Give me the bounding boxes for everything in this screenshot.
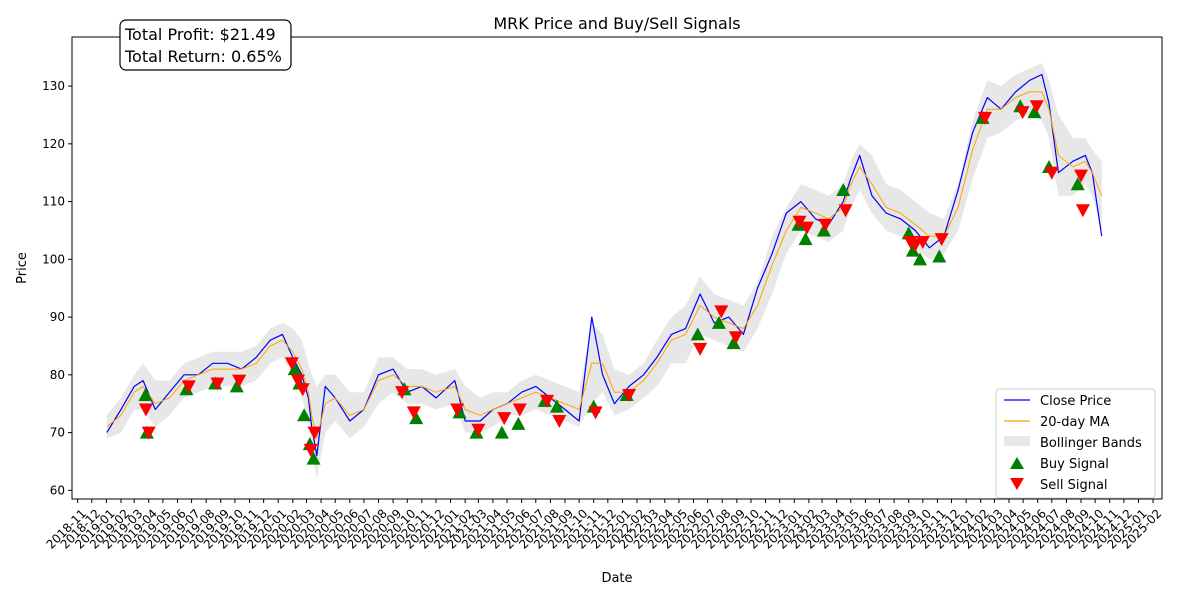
buy-signal-marker	[816, 223, 831, 237]
buy-signal-marker	[1070, 177, 1085, 191]
legend-label-buy-signal: Buy Signal	[1040, 457, 1109, 472]
buy-signal-marker	[229, 379, 244, 393]
sell-signal-marker	[977, 111, 992, 125]
sell-signal-marker	[1044, 166, 1059, 180]
buy-signal-marker	[726, 336, 741, 350]
y-tick-label: 120	[42, 137, 65, 151]
buy-signal-marker	[798, 232, 813, 246]
buy-signal-marker	[711, 315, 726, 329]
y-axis-label: Price	[15, 252, 30, 284]
sell-signal-marker	[295, 383, 310, 397]
total-profit-text: Total Profit: $21.49	[124, 25, 276, 44]
summary-box: Total Profit: $21.49 Total Return: 0.65%	[119, 19, 292, 71]
buy-signal-marker	[905, 243, 920, 257]
y-tick-label: 110	[42, 195, 65, 209]
legend-swatch-bollinger-bands	[1004, 436, 1030, 446]
sell-signal-marker	[799, 221, 814, 235]
buy-signal-marker	[409, 411, 424, 425]
sell-signal-marker	[210, 377, 225, 391]
sell-signal-marker	[307, 426, 322, 440]
sell-signal-marker	[303, 443, 318, 457]
bollinger-band-layer	[106, 63, 1102, 479]
sell-signal-marker	[291, 374, 306, 388]
x-axis-label: Date	[601, 571, 632, 586]
sell-signal-marker	[540, 394, 555, 408]
legend-swatch-sell-signal	[1010, 478, 1024, 490]
total-return-text: Total Return: 0.65%	[124, 47, 282, 66]
signal-marker-layer	[138, 99, 1090, 465]
summary-box-frame	[119, 19, 292, 71]
sell-signal-marker	[792, 215, 807, 229]
sell-signal-marker	[1015, 106, 1030, 120]
sell-signal-marker	[1029, 100, 1044, 114]
sell-signal-marker	[1075, 204, 1090, 218]
y-axis: 60 70 80 90 100 110 120 130	[42, 79, 72, 497]
buy-signal-marker	[511, 416, 526, 430]
buy-signal-marker	[836, 183, 851, 197]
x-axis: 2018-112018-122019-012019-022019-032019-…	[44, 499, 1164, 552]
buy-signal-marker	[932, 249, 947, 263]
sell-signal-marker	[714, 305, 729, 319]
legend-label-bollinger-bands: Bollinger Bands	[1040, 436, 1142, 451]
bollinger-band-area	[106, 63, 1102, 479]
sell-signal-marker	[588, 406, 603, 420]
sell-signal-marker	[284, 357, 299, 371]
sell-signal-marker	[908, 238, 923, 252]
y-tick-label: 90	[50, 310, 65, 324]
legend: Close Price 20-day MA Bollinger Bands Bu…	[995, 388, 1156, 499]
sell-signal-marker	[497, 412, 512, 426]
sell-signal-marker	[395, 386, 410, 400]
price-line-layer	[106, 73, 1103, 457]
sell-signal-marker	[138, 403, 153, 417]
buy-signal-marker	[912, 252, 927, 266]
y-tick-label: 70	[50, 426, 65, 440]
sell-signal-marker	[818, 218, 833, 232]
20-day-ma-line	[106, 91, 1103, 439]
plot-frame	[71, 36, 1163, 500]
buy-signal-marker	[306, 451, 321, 465]
legend-label-close-price: Close Price	[1040, 394, 1111, 409]
sell-signal-marker	[512, 403, 527, 417]
sell-signal-marker	[934, 233, 949, 247]
sell-signal-marker	[728, 331, 743, 345]
legend-frame	[995, 388, 1156, 499]
buy-signal-marker	[138, 388, 153, 402]
y-tick-label: 60	[50, 483, 65, 497]
sell-signal-marker	[406, 406, 421, 420]
sell-signal-marker	[1074, 169, 1089, 183]
sell-signal-marker	[622, 389, 637, 403]
y-tick-label: 130	[42, 79, 65, 93]
buy-signal-marker	[549, 399, 564, 413]
sell-signal-marker	[232, 374, 247, 388]
sell-signal-marker	[471, 423, 486, 437]
close-price-line	[106, 73, 1103, 457]
chart-title: MRK Price and Buy/Sell Signals	[493, 14, 740, 33]
sell-signal-marker	[450, 403, 465, 417]
sell-signal-marker	[552, 415, 567, 429]
legend-label-20-day-ma: 20-day MA	[1040, 415, 1109, 430]
legend-swatch-buy-signal	[1010, 457, 1024, 469]
buy-signal-marker	[297, 408, 312, 422]
legend-label-sell-signal: Sell Signal	[1040, 478, 1108, 493]
buy-signal-marker	[690, 327, 705, 341]
sell-signal-marker	[915, 236, 930, 250]
buy-signal-marker	[287, 362, 302, 376]
buy-signal-marker	[1027, 105, 1042, 119]
y-tick-label: 80	[50, 368, 65, 382]
sell-signal-marker	[141, 426, 156, 440]
sell-signal-marker	[181, 380, 196, 394]
sell-signal-marker	[693, 342, 708, 356]
y-tick-label: 100	[42, 252, 65, 266]
buy-signal-marker	[494, 425, 509, 439]
sell-signal-marker	[838, 204, 853, 218]
